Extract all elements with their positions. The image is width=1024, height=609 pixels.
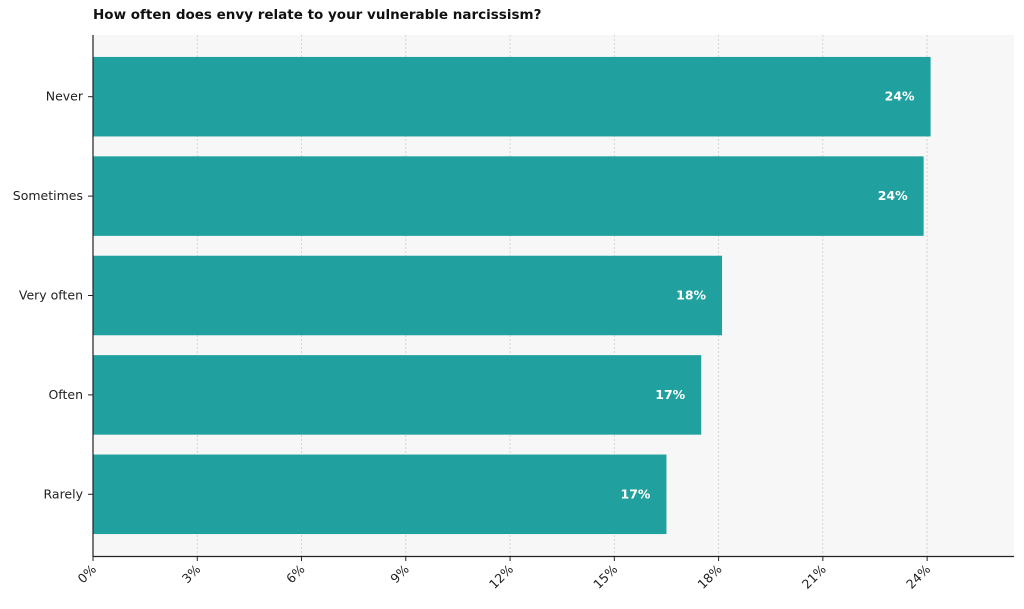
x-tick-label: 12% [486, 561, 516, 591]
bar-value-label: 17% [655, 387, 685, 402]
bar [93, 255, 723, 336]
category-label: Sometimes [13, 188, 83, 203]
x-tick-label: 24% [903, 561, 933, 591]
x-tick-label: 15% [590, 561, 620, 591]
bar [93, 454, 667, 535]
bar-value-label: 24% [878, 188, 908, 203]
x-tick-label: 0% [74, 561, 99, 586]
x-tick-label: 21% [799, 561, 829, 591]
bar [93, 355, 702, 435]
x-tick-label: 6% [283, 561, 308, 586]
category-label: Rarely [44, 486, 84, 501]
x-tick-label: 3% [179, 561, 204, 586]
bar-value-label: 18% [676, 288, 706, 303]
category-label: Often [48, 387, 83, 402]
x-tick-label: 18% [694, 561, 724, 591]
category-label: Very often [19, 288, 83, 303]
chart-title: How often does envy relate to your vulne… [93, 7, 542, 23]
bar [93, 56, 931, 137]
x-tick-label: 9% [387, 561, 412, 586]
category-label: Never [46, 89, 84, 104]
bar-value-label: 24% [885, 89, 915, 104]
bar-value-label: 17% [621, 486, 651, 501]
bars: 24% 24% 18% 17% 17% [93, 56, 931, 535]
bar [93, 156, 924, 236]
